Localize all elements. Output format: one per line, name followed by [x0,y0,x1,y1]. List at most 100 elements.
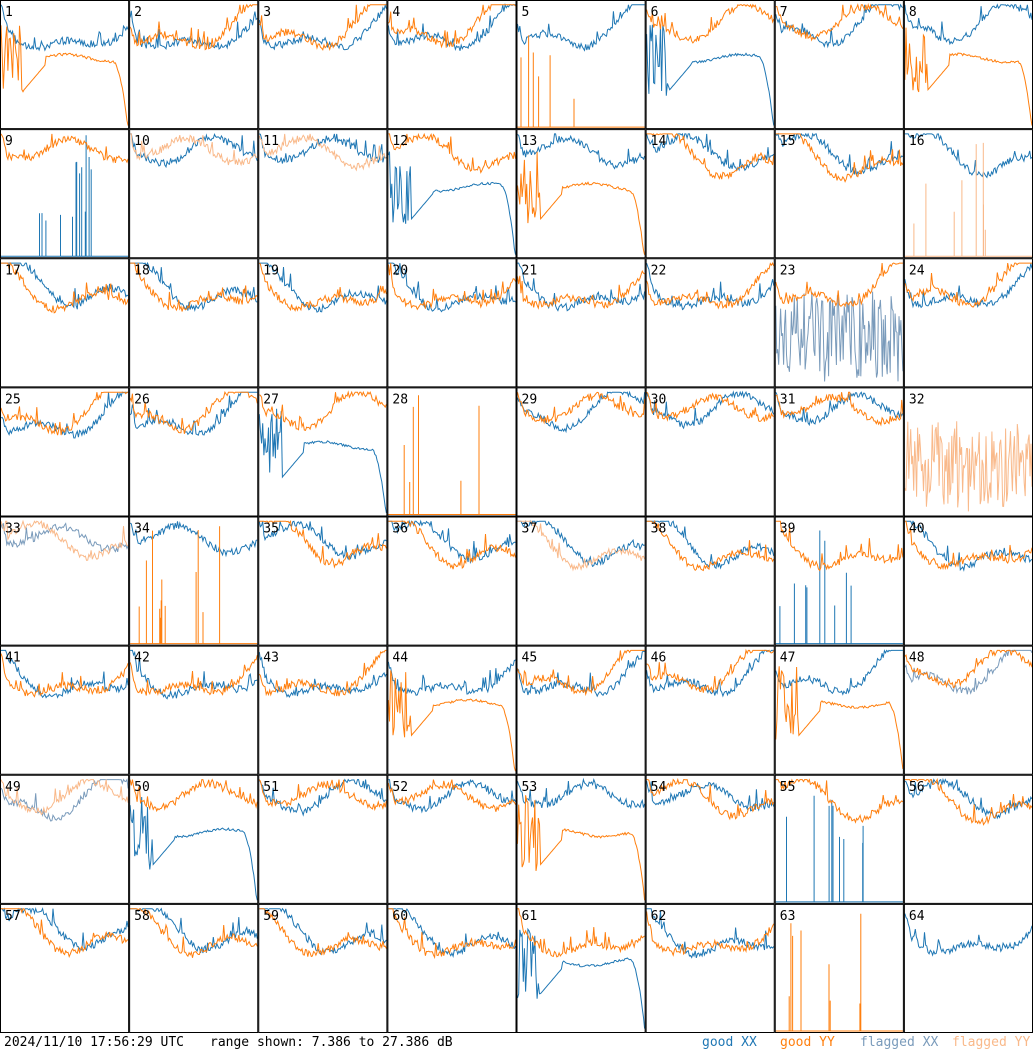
panel-28: 28 [387,387,517,517]
panel-50: 50 [129,774,259,904]
panel-label: 63 [780,909,796,924]
panel-label: 28 [392,392,408,407]
panel-label: 52 [392,780,408,795]
series-yy-59 [259,908,387,958]
series-yy-43 [258,649,387,697]
series-yy-24 [904,262,1032,308]
panel-frame [774,903,904,1033]
panel-frame [774,774,904,904]
panel-18: 18 [129,258,259,388]
series-xx-18 [130,261,258,313]
series-xx-61 [517,927,646,1029]
panel-60: 60 [387,903,517,1033]
series-yy-25 [0,391,129,436]
legend-good-yy: good YY [780,1035,835,1050]
panel-15: 15 [774,129,904,259]
series-xx-23 [775,291,904,382]
series-yy-15 [775,133,904,183]
series-yy-51 [258,779,387,812]
panel-frame [258,903,388,1033]
series-xx-39 [775,530,903,645]
series-yy-8 [904,27,1033,126]
panel-label: 2 [134,5,142,20]
panel-29: 29 [516,387,646,517]
panel-frame [387,258,517,388]
panel-frame [645,129,775,259]
panel-label: 61 [522,909,538,924]
panel-label: 14 [651,134,667,149]
panel-label: 19 [263,263,279,278]
panel-label: 43 [263,651,279,666]
series-xx-35 [258,520,387,561]
series-xx-60 [388,908,516,958]
series-yy-48 [904,649,1033,689]
series-xx-3 [258,3,387,51]
series-yy-16 [904,142,1032,257]
series-yy-19 [258,262,387,312]
series-yy-27 [259,390,387,432]
panel-31: 31 [774,387,904,517]
panel-frame [129,387,259,517]
panel-label: 21 [522,263,538,278]
panel-frame [258,129,388,259]
series-yy-20 [387,263,516,311]
panel-39: 39 [774,516,904,646]
series-xx-34 [129,521,258,558]
series-yy-5 [517,35,645,128]
panel-11: 11 [258,129,388,259]
panel-34: 34 [129,516,259,646]
panel-frame [129,129,259,259]
panel-label: 45 [522,651,538,666]
panel-35: 35 [258,516,388,646]
panel-label: 37 [522,522,538,537]
panel-label: 60 [392,909,408,924]
panel-41: 41 [0,645,130,775]
panel-frame [645,903,775,1033]
panel-label: 23 [780,263,796,278]
series-xx-49 [0,778,129,822]
panel-26: 26 [129,387,259,517]
panel-22: 22 [645,258,775,388]
panel-label: 32 [909,392,925,407]
panel-62: 62 [645,903,775,1033]
panel-54: 54 [645,774,775,904]
panel-frame [387,0,517,130]
panel-label: 15 [780,134,796,149]
panel-frame [0,645,130,775]
panel-frame [774,645,904,775]
panel-frame [516,0,646,130]
panel-12: 12 [387,129,517,259]
panel-frame [258,0,388,130]
series-yy-42 [129,654,258,696]
series-yy-40 [904,520,1033,571]
panel-frame [387,645,517,775]
series-xx-45 [517,650,645,698]
series-xx-62 [646,908,775,959]
panel-33: 33 [0,516,130,646]
series-xx-6 [646,24,775,126]
panel-frame [129,516,259,646]
series-yy-21 [517,270,645,310]
panel-label: 7 [780,5,788,20]
panel-label: 35 [263,522,279,537]
panel-label: 49 [5,780,21,795]
panel-label: 55 [780,780,796,795]
legend-flagged-yy: flagged YY [952,1035,1031,1050]
series-xx-54 [646,780,775,812]
series-yy-56 [904,778,1033,826]
series-xx-26 [129,391,258,436]
series-xx-64 [904,913,1033,957]
panel-label: 36 [392,522,408,537]
panel-49: 49 [0,774,130,904]
panel-label: 31 [780,392,796,407]
panel-label: 53 [522,780,538,795]
series-xx-56 [904,777,1033,820]
footer-bar: 2024/11/10 17:56:29 UTC range shown: 7.3… [0,1033,1033,1053]
series-yy-33 [0,519,129,561]
panel-label: 5 [522,5,530,20]
series-yy-30 [646,391,774,422]
panel-label: 8 [909,5,917,20]
panel-61: 61 [516,903,646,1033]
panel-label: 41 [5,651,21,666]
panel-21: 21 [516,258,646,388]
